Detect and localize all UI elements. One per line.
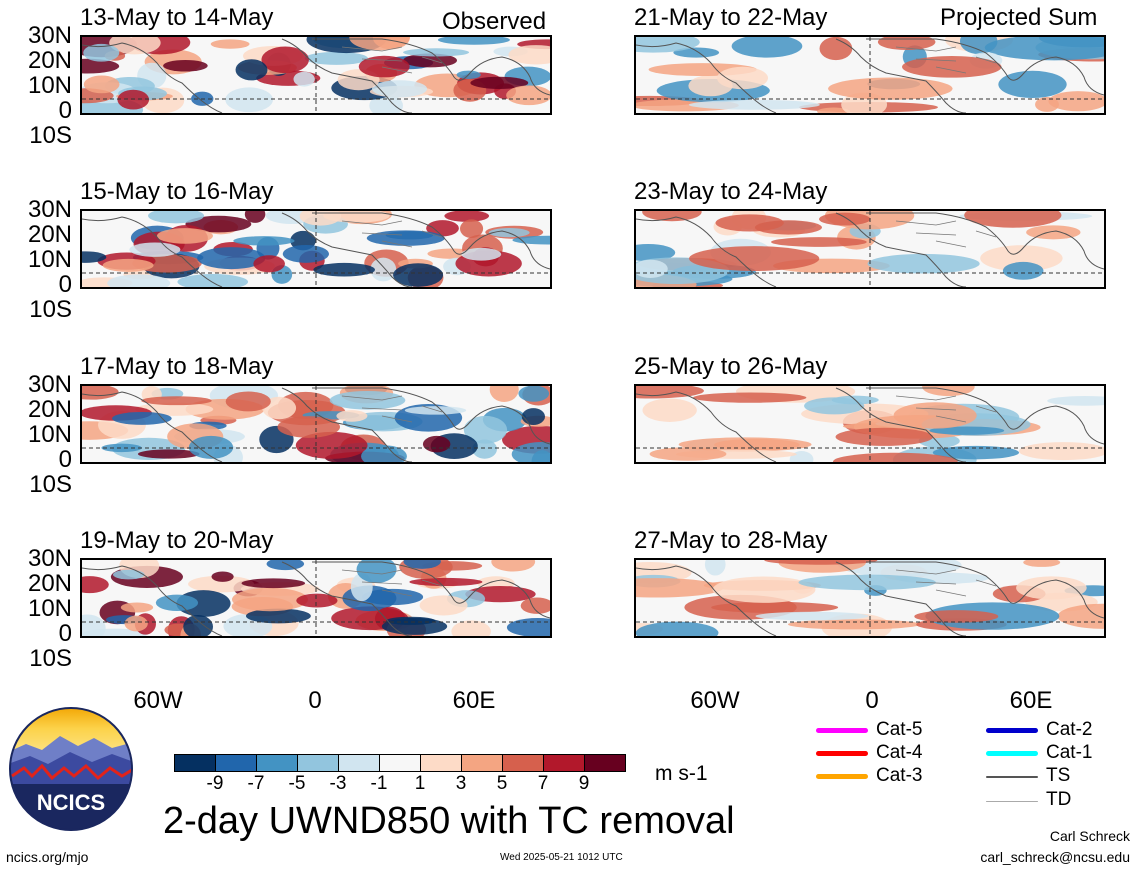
colorbar-swatch [256, 754, 298, 772]
colorbar-swatch [420, 754, 462, 772]
colorbar-swatch [461, 754, 503, 772]
colorbar-label: 5 [496, 773, 508, 794]
site-url[interactable]: ncics.org/mjo [6, 849, 89, 865]
wind-map [634, 35, 1106, 115]
lat-label: 30N [27, 22, 72, 49]
colorbar-swatch [338, 754, 380, 772]
lat-label: 0 [58, 620, 72, 647]
legend-label: Cat-4 [876, 742, 923, 763]
panel-date: 23-May to 24-May [634, 178, 828, 205]
lat-label: 10N [27, 421, 72, 448]
lat-label: 20N [27, 396, 72, 423]
legend-label: Cat-2 [1046, 719, 1093, 740]
lat-label: 30N [27, 371, 72, 398]
legend-label: TD [1046, 789, 1072, 810]
colorbar-swatch [215, 754, 257, 772]
lat-label: 10S [29, 296, 72, 323]
colorbar-label: -5 [288, 773, 306, 794]
colorbar-swatch [584, 754, 626, 772]
legend-swatch [986, 801, 1038, 802]
wind-map [80, 35, 552, 115]
colorbar-label: 9 [578, 773, 590, 794]
panel-date: 21-May to 22-May [634, 4, 828, 31]
author: Carl Schreck [1049, 828, 1130, 844]
wind-map [634, 209, 1106, 289]
colorbar-label: 7 [537, 773, 549, 794]
legend-swatch [986, 776, 1038, 778]
lat-label: 30N [27, 196, 72, 223]
lat-label: 0 [58, 271, 72, 298]
wind-map [634, 558, 1106, 638]
colorbar-label: -7 [247, 773, 265, 794]
legend-swatch [816, 751, 868, 756]
lat-label: 20N [27, 47, 72, 74]
wind-map [634, 384, 1106, 464]
lat-label: 20N [27, 570, 72, 597]
wind-map [80, 209, 552, 289]
projected-label: Projected Sum [940, 4, 1098, 31]
lon-label-right-0: 0 [865, 687, 879, 714]
legend-swatch [816, 774, 868, 779]
lat-label: 10N [27, 72, 72, 99]
panel-date: 15-May to 16-May [80, 178, 274, 205]
legend-label: Cat-5 [876, 719, 923, 740]
wind-map [80, 384, 552, 464]
lon-label-left-0: 0 [308, 687, 322, 714]
legend-label: TS [1046, 765, 1071, 786]
colorbar-swatch [543, 754, 585, 772]
colorbar-label: 1 [414, 773, 426, 794]
panel-date: 27-May to 28-May [634, 527, 828, 554]
wind-map [80, 558, 552, 638]
colorbar-swatch [502, 754, 544, 772]
colorbar-label: -9 [206, 773, 224, 794]
lon-label-left-60e: 60E [452, 687, 496, 714]
legend-label: Cat-3 [876, 765, 923, 786]
observed-label: Observed [442, 8, 547, 35]
logo-text: NCICS [37, 790, 105, 815]
ncics-logo: NCICS [8, 706, 134, 832]
colorbar-label: -3 [329, 773, 347, 794]
lat-label: 0 [58, 97, 72, 124]
lat-label: 30N [27, 545, 72, 572]
lon-label-right-60w: 60W [690, 687, 740, 714]
panel-date: 19-May to 20-May [80, 527, 274, 554]
colorbar-label: -1 [370, 773, 388, 794]
colorbar-swatch [297, 754, 339, 772]
panel-date: 13-May to 14-May [80, 4, 274, 31]
colorbar-swatch [379, 754, 421, 772]
figure-title: 2-day UWND850 with TC removal [163, 800, 735, 842]
legend-swatch [986, 751, 1038, 756]
timestamp: Wed 2025-05-21 1012 UTC [500, 852, 623, 863]
lon-label-right-60e: 60E [1009, 687, 1053, 714]
lat-label: 10S [29, 645, 72, 672]
legend-swatch [986, 728, 1038, 733]
colorbar-swatch [174, 754, 216, 772]
lat-label: 10S [29, 122, 72, 149]
lat-label: 0 [58, 446, 72, 473]
lon-label-left-60w: 60W [133, 687, 183, 714]
author-email: carl_schreck@ncsu.edu [980, 849, 1130, 865]
legend-swatch [816, 728, 868, 733]
panel-date: 25-May to 26-May [634, 353, 828, 380]
panel-date: 17-May to 18-May [80, 353, 274, 380]
lat-label: 20N [27, 221, 72, 248]
lat-label: 10S [29, 471, 72, 498]
colorbar-label: 3 [455, 773, 467, 794]
legend-label: Cat-1 [1046, 742, 1093, 763]
lat-label: 10N [27, 246, 72, 273]
colorbar-unit: m s-1 [655, 762, 708, 785]
lat-label: 10N [27, 595, 72, 622]
